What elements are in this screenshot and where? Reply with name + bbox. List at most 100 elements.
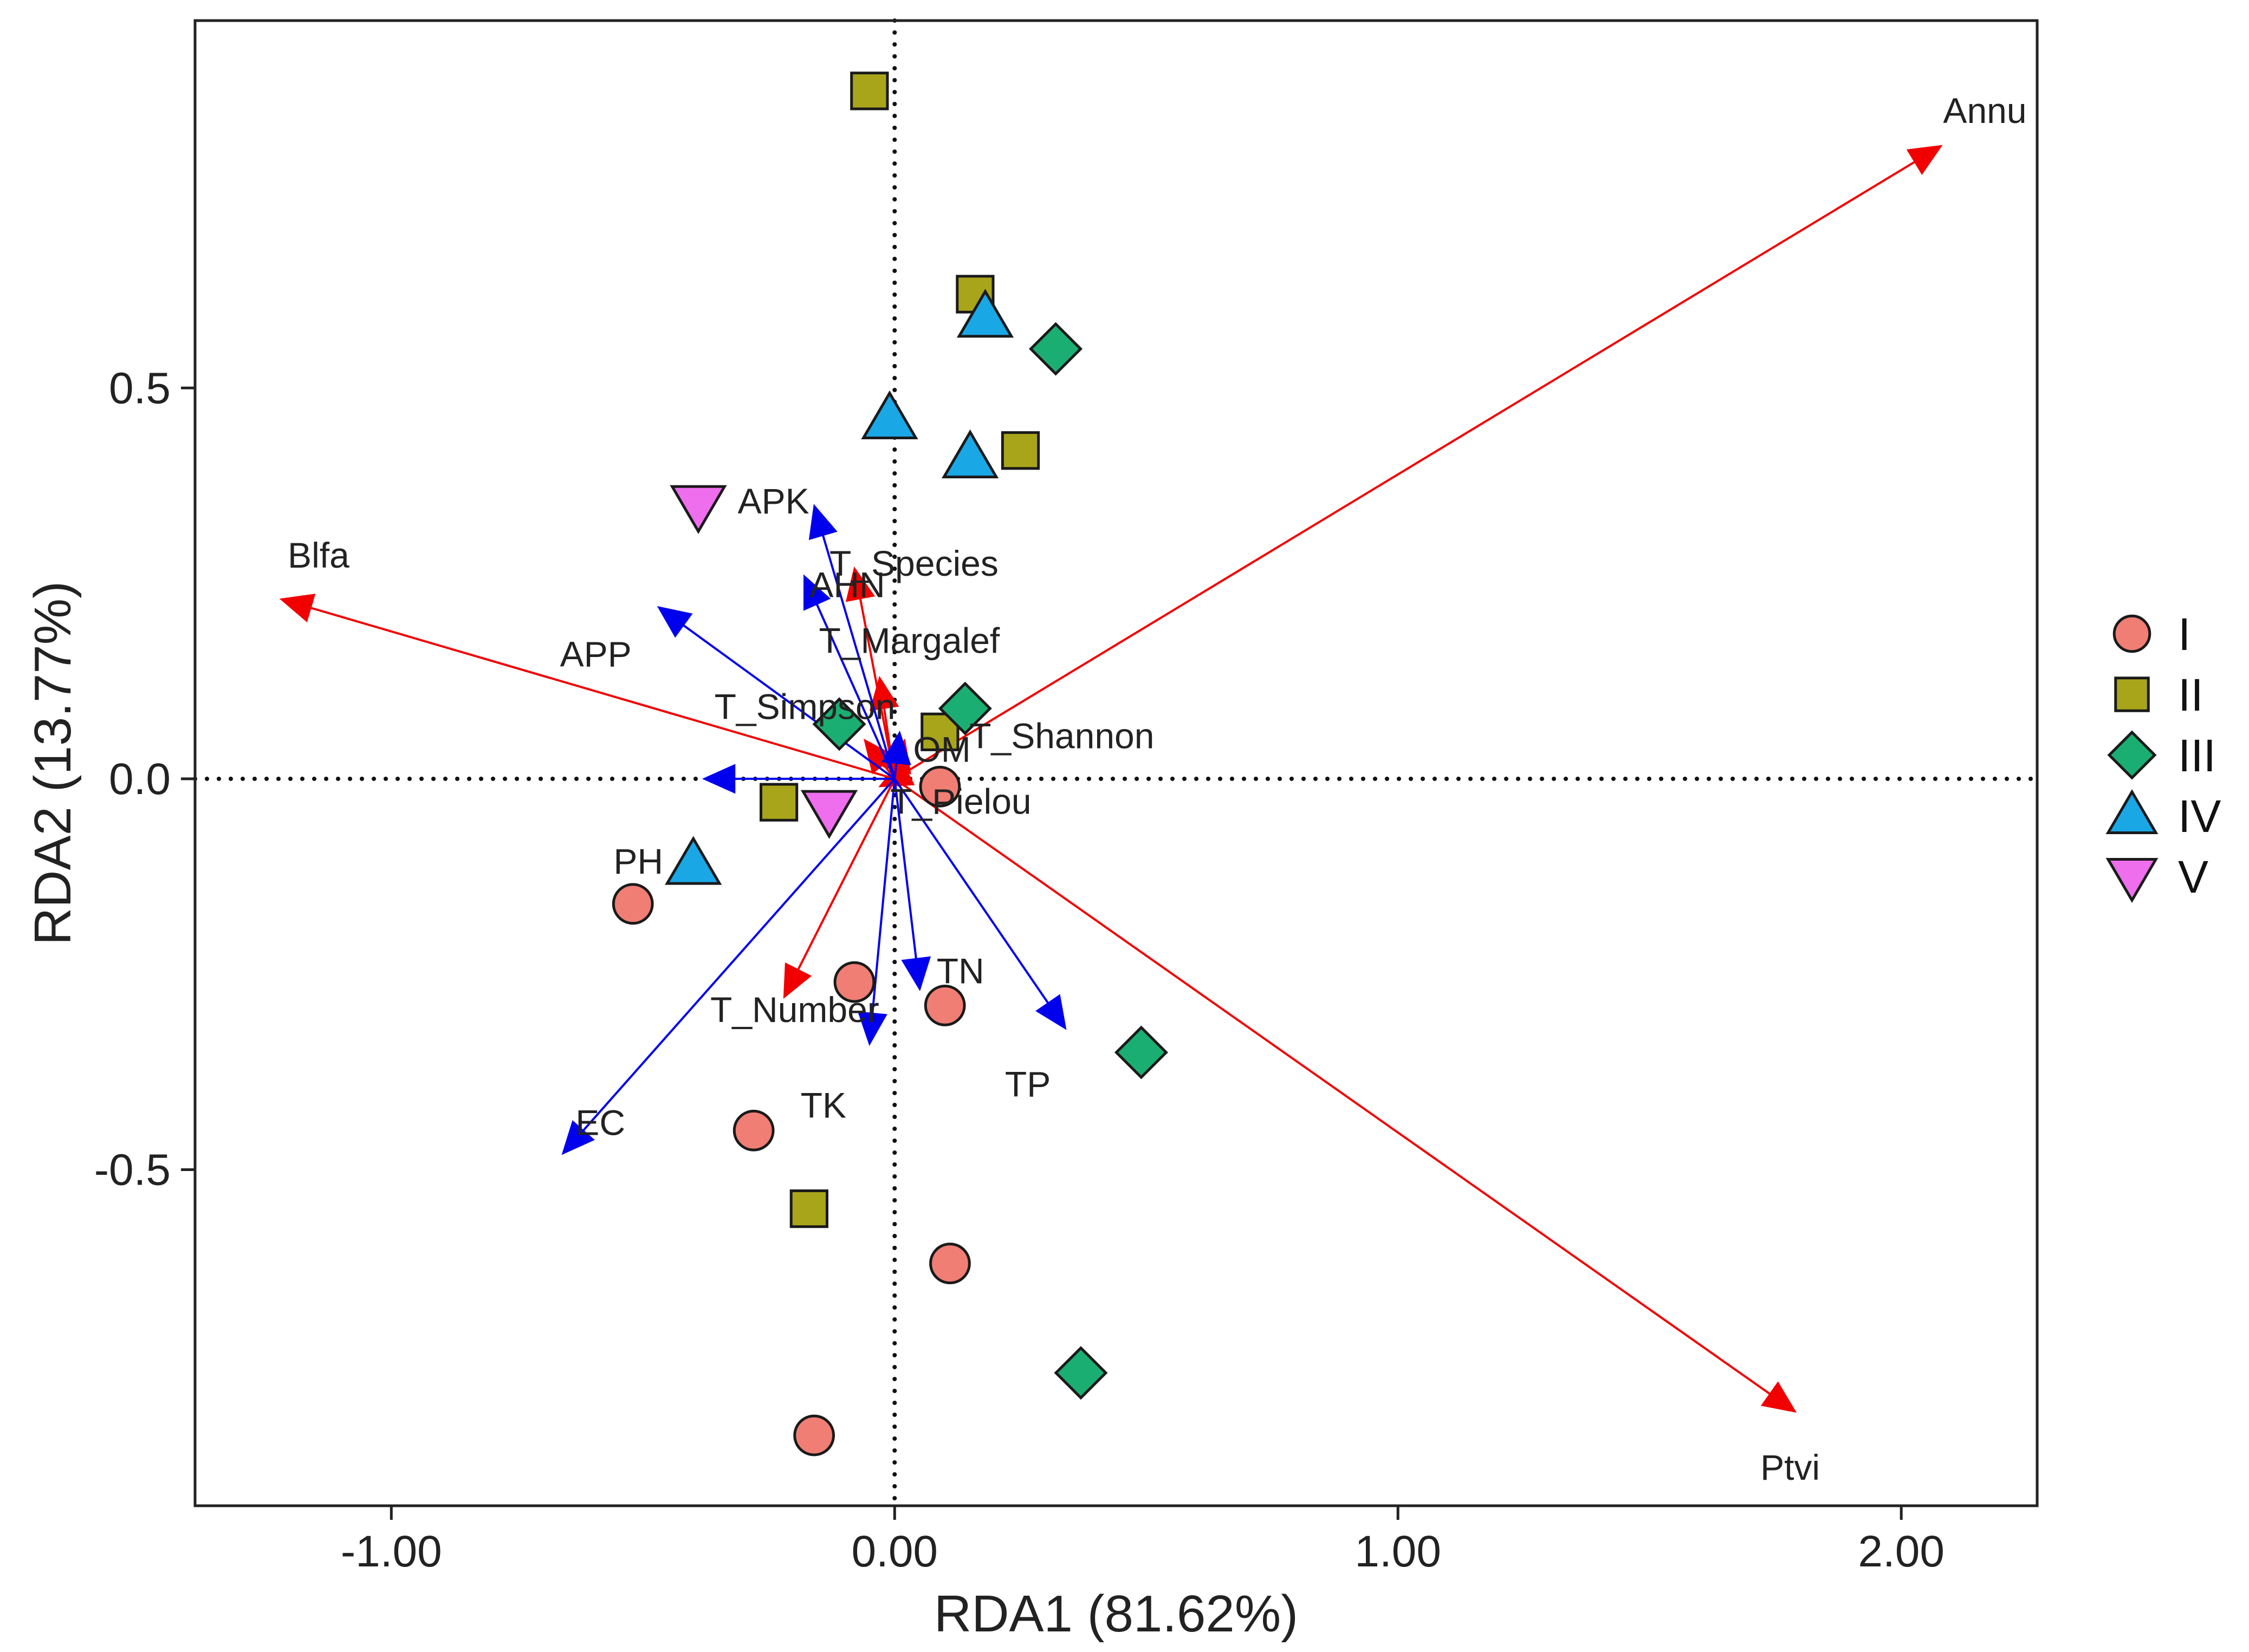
legend-marker-v <box>2105 858 2159 903</box>
data-point <box>812 697 866 751</box>
plot-frame <box>193 19 2039 1507</box>
x-tick-label: 2.00 <box>1858 1527 1945 1576</box>
series-iii <box>812 322 1168 1400</box>
biplot-arrow-annu <box>894 145 1943 780</box>
biplot-arrow-tk <box>857 778 896 1046</box>
data-point <box>956 289 1014 338</box>
y-tick-label: 0.5 <box>109 363 171 413</box>
arrow-label-tn: TN <box>937 951 984 991</box>
legend-marker-iv <box>2105 789 2159 834</box>
arrow-label-t-species: T_Species <box>829 543 999 583</box>
data-point <box>919 765 961 808</box>
arrow-head <box>808 504 838 541</box>
arrow-head <box>901 956 931 991</box>
arrow-shaft <box>894 778 1771 1395</box>
arrow-label-t-simpson: T_Simpson <box>715 687 896 727</box>
data-point <box>924 984 966 1026</box>
arrow-head <box>561 1120 595 1155</box>
legend-marker-i <box>2112 614 2151 653</box>
arrow-label-ec: EC <box>575 1103 625 1143</box>
x-tick-label: 1.00 <box>1354 1527 1441 1576</box>
legend-marker-ii <box>2114 677 2150 712</box>
data-point <box>938 681 992 736</box>
arrow-label-apk: APK <box>738 481 809 521</box>
arrow-shaft <box>893 763 898 779</box>
biplot-arrow-t-number <box>783 778 896 999</box>
data-point <box>1001 431 1040 470</box>
data-point <box>850 71 889 110</box>
biplot-arrow-apk <box>808 504 896 779</box>
data-point <box>733 1109 775 1152</box>
legend-marker-iii <box>2107 730 2157 780</box>
arrow-head <box>803 574 831 611</box>
arrow-label-annu: Annu <box>1943 90 2026 131</box>
x-tick-label: -1.00 <box>341 1527 442 1576</box>
arrow-head <box>881 730 911 765</box>
series-iv <box>665 289 1014 885</box>
arrow-head <box>783 962 812 999</box>
data-point <box>670 485 727 535</box>
arrow-label-t-number: T_Number <box>710 990 879 1030</box>
series-v <box>670 485 858 839</box>
biplot-arrow-ptvi <box>894 778 1797 1413</box>
legend-label-i: I <box>2178 609 2190 660</box>
series-i <box>612 765 971 1456</box>
legend-label-iii: III <box>2178 730 2216 781</box>
arrow-shaft <box>797 778 896 971</box>
arrow-shaft <box>822 535 896 779</box>
arrow-head <box>702 764 736 794</box>
data-point <box>1028 322 1083 376</box>
arrow-head <box>1906 145 1943 175</box>
arrow-label-ahn: AHN <box>809 565 885 605</box>
data-point <box>789 1189 828 1228</box>
arrow-shaft <box>683 624 896 780</box>
legend-label-iv: IV <box>2178 791 2221 842</box>
arrow-head <box>1760 1381 1797 1413</box>
data-point <box>833 961 876 1003</box>
biplot-arrow-blfa <box>279 594 895 780</box>
arrow-label-t-shannon: T_Shannon <box>969 716 1154 756</box>
arrow-shaft <box>815 603 896 779</box>
arrow-label-tk: TK <box>801 1085 846 1126</box>
points-layer <box>612 71 1168 1456</box>
biplot-arrow-tp <box>893 778 1067 1030</box>
data-point <box>1114 1025 1168 1079</box>
arrow-label-app: APP <box>560 634 632 674</box>
data-point <box>800 790 858 839</box>
biplot-arrow-ph <box>702 764 895 794</box>
data-point <box>612 883 654 925</box>
arrow-shaft <box>310 607 895 780</box>
arrow-shaft <box>582 778 896 1131</box>
biplot-arrow-ahn <box>803 574 896 779</box>
biplot-arrow-app <box>657 606 896 780</box>
data-point <box>861 390 918 440</box>
biplot-arrow-ec <box>561 778 896 1155</box>
arrow-label-blfa: Blfa <box>288 535 349 575</box>
arrow-labels-layer: Annu Blfa Ptvi T_Species T_Margalef T_Shannon… <box>288 90 2027 1487</box>
legend-label-ii: II <box>2178 669 2203 720</box>
arrow-head <box>279 594 316 622</box>
data-point <box>1054 1346 1108 1400</box>
y-tick-label: -0.5 <box>94 1145 171 1194</box>
arrow-head <box>657 606 693 638</box>
arrows-layer <box>279 145 1943 1413</box>
arrow-shaft <box>871 778 896 1013</box>
legend-label-v: V <box>2178 851 2208 902</box>
arrow-head <box>845 566 876 602</box>
arrow-shaft <box>894 161 1915 780</box>
x-axis-title: RDA1 (81.62%) <box>934 1585 1298 1643</box>
arrow-head <box>869 675 899 711</box>
arrow-label-ph: PH <box>613 841 663 881</box>
arrow-label-t-pielou: T_Pielou <box>890 781 1032 821</box>
zero-lines <box>193 18 2039 1508</box>
data-point <box>793 1414 835 1456</box>
arrow-shaft <box>893 778 1049 1004</box>
data-point <box>759 783 799 822</box>
arrow-label-ptvi: Ptvi <box>1760 1447 1820 1487</box>
data-point <box>929 1243 971 1285</box>
arrow-head <box>857 1011 887 1046</box>
arrow-shaft <box>893 778 917 959</box>
